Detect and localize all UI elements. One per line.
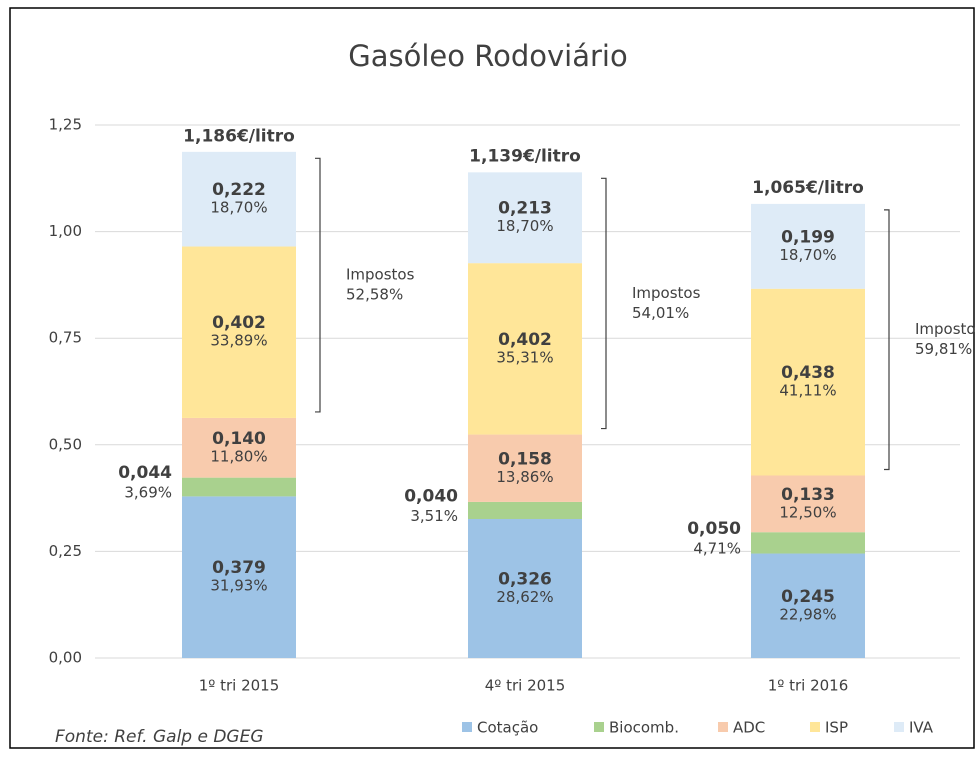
y-tick-label: 0,00 <box>49 649 82 667</box>
bar-segment <box>182 477 296 497</box>
y-tick-label: 1,25 <box>49 116 82 134</box>
bar-segment <box>468 434 582 502</box>
legend-swatch <box>810 722 820 732</box>
bar-segment <box>751 203 865 289</box>
bar-segment <box>182 151 296 247</box>
tax-bracket <box>884 209 890 471</box>
value-label: 0,402 <box>498 330 552 350</box>
bar-segment <box>468 501 582 519</box>
bar-segment <box>468 263 582 435</box>
bar-segment <box>751 475 865 533</box>
share-label: 3,69% <box>124 484 172 502</box>
tax-share: 54,01% <box>632 304 689 322</box>
legend-swatch <box>462 722 472 732</box>
y-tick-label: 0,25 <box>49 542 82 560</box>
legend-label: ADC <box>733 719 765 737</box>
tax-share: 52,58% <box>346 286 403 304</box>
total-label: 1,139€/litro <box>469 146 581 166</box>
bar-segment <box>751 553 865 658</box>
share-label: 12,50% <box>779 503 836 521</box>
share-label: 4,71% <box>693 539 741 557</box>
bar-segment <box>468 172 582 264</box>
y-tick-label: 1,00 <box>49 222 82 240</box>
tax-share: 59,81% <box>915 340 972 358</box>
value-label: 0,140 <box>212 429 266 449</box>
share-label: 35,31% <box>496 348 553 366</box>
tax-label: Impostos <box>915 320 976 338</box>
share-label: 3,51% <box>410 507 458 525</box>
value-label: 0,379 <box>212 558 266 578</box>
value-label: 0,199 <box>781 227 835 247</box>
legend-label: Cotação <box>477 719 538 737</box>
share-label: 31,93% <box>210 577 267 595</box>
share-label: 22,98% <box>779 605 836 623</box>
value-label: 0,326 <box>498 569 552 589</box>
share-label: 18,70% <box>496 217 553 235</box>
legend-swatch <box>594 722 604 732</box>
legend-swatch <box>894 722 904 732</box>
value-label: 0,133 <box>781 485 835 505</box>
share-label: 33,89% <box>210 332 267 350</box>
total-label: 1,065€/litro <box>752 178 864 198</box>
legend-label: Biocomb. <box>609 719 679 737</box>
share-label: 18,70% <box>210 199 267 217</box>
value-label: 0,438 <box>781 363 835 383</box>
x-tick-label: 1º tri 2015 <box>199 677 280 695</box>
share-label: 41,11% <box>779 382 836 400</box>
value-label: 0,402 <box>212 313 266 333</box>
x-tick-label: 4º tri 2015 <box>485 677 566 695</box>
value-label: 0,044 <box>118 463 172 483</box>
share-label: 13,86% <box>496 468 553 486</box>
value-label: 0,245 <box>781 587 835 607</box>
share-label: 11,80% <box>210 447 267 465</box>
bar-segment <box>751 532 865 554</box>
share-label: 28,62% <box>496 588 553 606</box>
value-label: 0,158 <box>498 449 552 469</box>
legend-swatch <box>718 722 728 732</box>
legend-label: IVA <box>909 719 934 737</box>
tax-label: Impostos <box>632 284 701 302</box>
value-label: 0,222 <box>212 180 266 200</box>
bar-segment <box>468 518 582 658</box>
bar-segment <box>182 417 296 478</box>
share-label: 18,70% <box>779 246 836 264</box>
source: Fonte: Ref. Galp e DGEG <box>55 727 264 747</box>
chart-title: Gasóleo Rodoviário <box>348 39 627 73</box>
tax-bracket <box>601 177 607 430</box>
y-tick-label: 0,75 <box>49 329 82 347</box>
y-tick-label: 0,50 <box>49 435 82 453</box>
x-tick-label: 1º tri 2016 <box>768 677 849 695</box>
value-label: 0,040 <box>404 486 458 506</box>
legend-label: ISP <box>825 719 848 737</box>
tax-label: Impostos <box>346 266 415 284</box>
tax-bracket <box>315 157 321 413</box>
bar-segment <box>751 288 865 476</box>
value-label: 0,213 <box>498 199 552 219</box>
value-label: 0,050 <box>687 519 741 539</box>
total-label: 1,186€/litro <box>183 126 295 146</box>
bar-segment <box>182 246 296 418</box>
bar-segment <box>182 496 296 658</box>
